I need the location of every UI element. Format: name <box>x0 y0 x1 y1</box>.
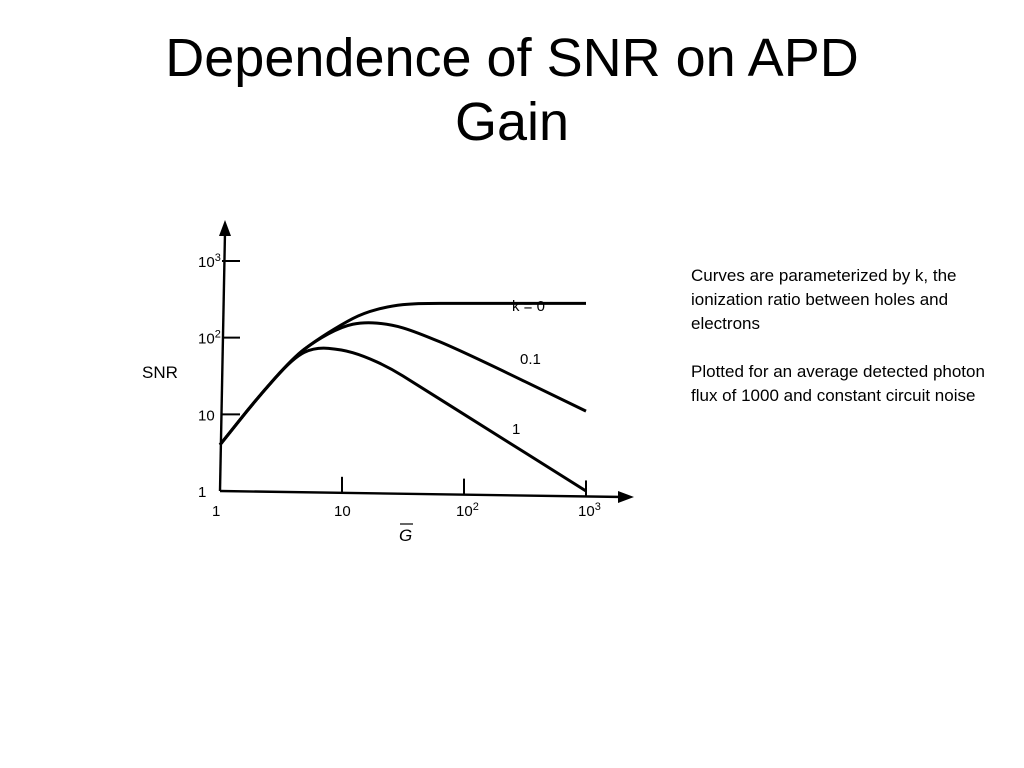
y-tick-exponent: 3 <box>215 252 221 264</box>
x-tick-label: 102 <box>456 501 479 520</box>
y-axis-arrowhead <box>219 220 231 236</box>
y-tick-exponent: 2 <box>215 329 221 341</box>
slide-title: Dependence of SNR on APD Gain <box>0 26 1024 154</box>
y-tick-label: 10 <box>198 407 215 424</box>
x-tick-label: 103 <box>578 501 601 520</box>
y-axis-label: SNR <box>142 363 178 382</box>
series-line-k0 <box>218 301 586 446</box>
x-axis-arrowhead <box>618 491 634 503</box>
slide-title-line-1: Dependence of SNR on APD <box>165 28 859 88</box>
chart-labels: SNR G k = 0 0.1 1 <box>142 298 545 545</box>
series-line-k1 <box>218 346 587 493</box>
y-tick-label: 102 <box>198 329 221 348</box>
x-tick-label: 10 <box>334 503 351 520</box>
annotation-notes: Curves are parameterized by k, the ioniz… <box>691 264 991 432</box>
x-axis-line <box>219 489 625 499</box>
series-line-k0-1 <box>218 321 587 446</box>
chart-curves <box>218 301 587 493</box>
x-tick-exponent: 3 <box>595 501 601 513</box>
x-tick-label: 1 <box>212 503 220 520</box>
x-tick-exponent: 2 <box>473 501 479 513</box>
series-label-0-1: 0.1 <box>520 351 541 368</box>
slide-title-line-2: Gain <box>454 92 570 152</box>
x-axis-label: G <box>399 526 412 545</box>
chart-axes: 1 10 102 103 1 10 102 103 <box>198 220 634 520</box>
note-photon-flux: Plotted for an average detected photon f… <box>691 362 985 405</box>
y-axis-line <box>218 231 227 492</box>
y-tick-label: 103 <box>198 252 221 271</box>
y-tick-label: 1 <box>198 484 206 501</box>
note-parameterization: Curves are parameterized by k, the ioniz… <box>691 266 957 333</box>
series-label-k0: k = 0 <box>512 298 545 315</box>
series-label-1: 1 <box>512 421 520 438</box>
